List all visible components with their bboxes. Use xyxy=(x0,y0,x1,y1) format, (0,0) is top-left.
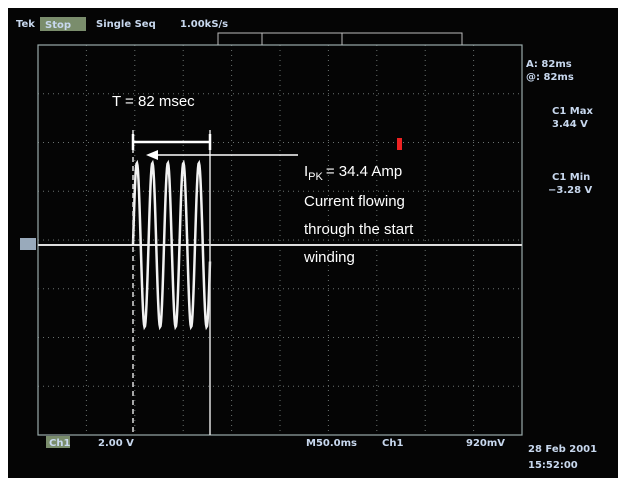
peak-value: = 34.4 Amp xyxy=(326,163,402,180)
cursor-b-readout: @: 82ms xyxy=(526,72,574,83)
period-bar xyxy=(131,134,212,150)
sample-rate: 1.00kS/s xyxy=(180,19,228,30)
volts-per-div: 2.00 V xyxy=(98,438,134,449)
graticule xyxy=(38,45,522,435)
trigger-source: Ch1 xyxy=(382,438,403,449)
channel-badge xyxy=(46,436,70,448)
description-line: through the start xyxy=(304,221,414,238)
brand: Tek xyxy=(16,19,35,30)
peak-label: IPK = 34.4 Amp xyxy=(304,163,402,183)
screen xyxy=(8,8,618,478)
arrow-head xyxy=(146,150,158,160)
channel-marker xyxy=(20,238,36,250)
period-annotation: T = 82 msec xyxy=(112,93,195,110)
time: 15:52:00 xyxy=(528,460,578,471)
cursor-a-readout: A: 82ms xyxy=(526,59,572,70)
trigger-level: 920mV xyxy=(466,438,505,449)
min-value: −3.28 V xyxy=(548,185,593,196)
max-label: C1 Max xyxy=(552,106,593,117)
description-line: winding xyxy=(303,249,355,266)
time-per-div: M50.0ms xyxy=(306,438,357,449)
peak-subscript: PK xyxy=(308,171,323,183)
trigger-marker xyxy=(397,138,402,150)
date: 28 Feb 2001 xyxy=(528,444,597,455)
description-line: Current flowing xyxy=(304,193,405,210)
min-label: C1 Min xyxy=(552,172,590,183)
graticule-border xyxy=(37,44,523,436)
max-value: 3.44 V xyxy=(552,119,588,130)
footer-channel: Ch1 xyxy=(49,438,70,449)
mode: Single Seq xyxy=(96,19,156,30)
state-badge xyxy=(40,17,86,31)
record-bar xyxy=(217,32,463,45)
waveform xyxy=(131,159,212,331)
state: Stop xyxy=(45,20,71,31)
peak-symbol: I xyxy=(304,163,308,180)
